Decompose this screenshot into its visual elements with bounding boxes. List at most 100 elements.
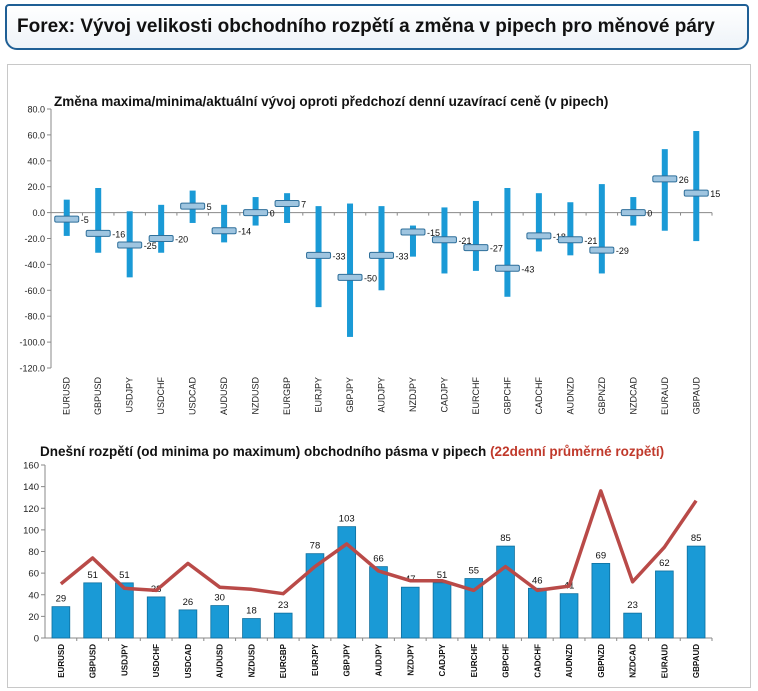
chart2-data-label: 55 (468, 566, 479, 577)
chart1-data-label: 0 (270, 209, 275, 219)
chart1-x-tick-label: GBPNZD (597, 377, 607, 415)
chart2-average-line (59, 489, 698, 596)
chart2-data-label: 30 (214, 593, 225, 604)
chart2-x-tick-label: CADCHF (533, 644, 542, 678)
chart2-data-label: 85 (691, 533, 702, 544)
chart1-current-marker (652, 175, 678, 183)
chart1-data-label: -21 (458, 236, 471, 246)
chart1-y-tick-label: 60.0 (27, 130, 45, 140)
chart1-data-label: 15 (710, 189, 720, 199)
chart1-y-tick-label: 80.0 (27, 105, 45, 115)
chart2-data-label: 23 (278, 600, 289, 611)
chart1-current-marker (306, 251, 332, 259)
chart2-x-tick-label: AUDUSD (216, 644, 225, 678)
chart2-bar (623, 612, 642, 639)
chart1-x-tick-label: GBPCHF (502, 377, 512, 415)
chart1-range-bar (567, 202, 574, 256)
chart1-x-tick-label: USDCHF (156, 376, 166, 414)
chart2-data-label: 18 (246, 606, 257, 617)
chart1-data-label: -5 (81, 215, 89, 225)
chart1-data-label: -25 (144, 241, 157, 251)
chart2-bar (432, 582, 452, 639)
chart2-bar (655, 570, 674, 639)
chart1-data-label: -16 (112, 229, 125, 239)
chart1-x-tick-label: GBPJPY (345, 377, 355, 413)
chart1-y-tick-label: -120.0 (19, 364, 45, 374)
chart2-data-label: 69 (596, 550, 607, 561)
chart2-x-tick-label: GBPAUD (692, 644, 701, 678)
chart1-y-tick-label: -100.0 (19, 338, 45, 348)
chart1-x-tick-label: CADJPY (439, 377, 449, 413)
chart2-y-tick-label: 120 (23, 504, 39, 515)
chart1-range-bar (693, 131, 700, 242)
chart1-x-tick-label: GBPUSD (93, 377, 103, 416)
chart2-data-label: 103 (339, 514, 355, 525)
chart2-data-label: 23 (627, 600, 638, 611)
chart1-current-marker (557, 236, 583, 244)
chart2-title: Dnešní rozpětí (od minima po maximum) ob… (40, 444, 664, 459)
chart2-data-label: 66 (373, 554, 384, 565)
chart1-data-label: -14 (238, 227, 251, 237)
chart2-y-tick-label: 40 (28, 590, 39, 601)
chart1-range-bar (598, 184, 605, 274)
chart2-y-tick-label: 100 (23, 525, 39, 536)
chart1-current-marker (85, 229, 111, 237)
chart1-y-tick-label: 0.0 (32, 208, 45, 218)
chart2-data-label: 62 (659, 558, 670, 569)
chart1-y-tick-label: -60.0 (24, 286, 45, 296)
chart1-current-marker (683, 189, 709, 197)
chart1-current-marker (589, 246, 615, 254)
chart2-x-tick-label: CADJPY (438, 643, 447, 676)
chart2-data-label: 29 (56, 594, 67, 605)
chart1-data-label: -29 (616, 246, 629, 256)
chart2-bar (369, 566, 388, 639)
chart1-x-tick-label: EURAUD (660, 377, 670, 416)
chart1-range-bar (95, 187, 102, 253)
chart1-data-label: -21 (584, 236, 597, 246)
chart1-data-label: 7 (301, 200, 306, 210)
chart1-current-marker (243, 209, 269, 217)
chart1-range-bar (284, 193, 291, 223)
chart1-x-tick-label: USDJPY (125, 377, 135, 413)
chart2-bar (146, 596, 166, 639)
chart2-bar (400, 586, 420, 639)
chart2-x-tick-label: USDJPY (120, 643, 129, 676)
chart1-range-bar (535, 193, 542, 252)
chart1-x-tick-label: NZDUSD (251, 377, 261, 415)
chart2-data-label: 78 (310, 541, 321, 552)
chart2-x-tick-label: GBPCHF (502, 644, 511, 678)
chart1-current-marker (54, 215, 80, 223)
chart2-y-tick-label: 0 (34, 634, 39, 645)
chart2-bar (51, 606, 71, 639)
chart2-bar (242, 618, 261, 639)
chart1-y-tick-label: -40.0 (24, 260, 45, 270)
chart2-bar (464, 578, 484, 639)
chart1-y-tick-label: 20.0 (27, 182, 45, 192)
chart1-y-tick-label: -80.0 (24, 312, 45, 322)
chart1-current-marker (211, 227, 237, 235)
chart2-title-main: Dnešní rozpětí (od minima po maximum) ob… (40, 444, 486, 459)
chart2-x-tick-label: USDCHF (152, 644, 161, 677)
chart1-x-tick-label: EURGBP (282, 377, 292, 415)
chart1-x-tick-label: CADCHF (534, 376, 544, 414)
chart1-x-tick-label: AUDUSD (219, 377, 229, 416)
chart2-x-tick-label: AUDNZD (565, 644, 574, 678)
chart1-current-marker (400, 228, 426, 236)
chart2-bar (210, 605, 229, 639)
chart2-x-tick-label: EURUSD (57, 644, 66, 678)
chart2-bar (305, 553, 325, 639)
chart1-range-bar (378, 206, 385, 291)
chart1-range-bar (158, 204, 165, 253)
chart1-data-label: -43 (521, 264, 534, 274)
chart1-current-marker (180, 202, 206, 210)
chart2-data-label: 51 (437, 570, 448, 581)
chart2-x-tick-label: EURGBP (279, 643, 288, 678)
chart2-x-tick-label: EURCHF (470, 644, 479, 677)
chart2-x-tick-label: GBPNZD (597, 644, 606, 678)
chart1-current-marker (337, 273, 363, 281)
chart1-range-bar (661, 149, 668, 231)
chart1-current-marker (369, 251, 394, 259)
chart1-data-label: -27 (490, 244, 503, 254)
